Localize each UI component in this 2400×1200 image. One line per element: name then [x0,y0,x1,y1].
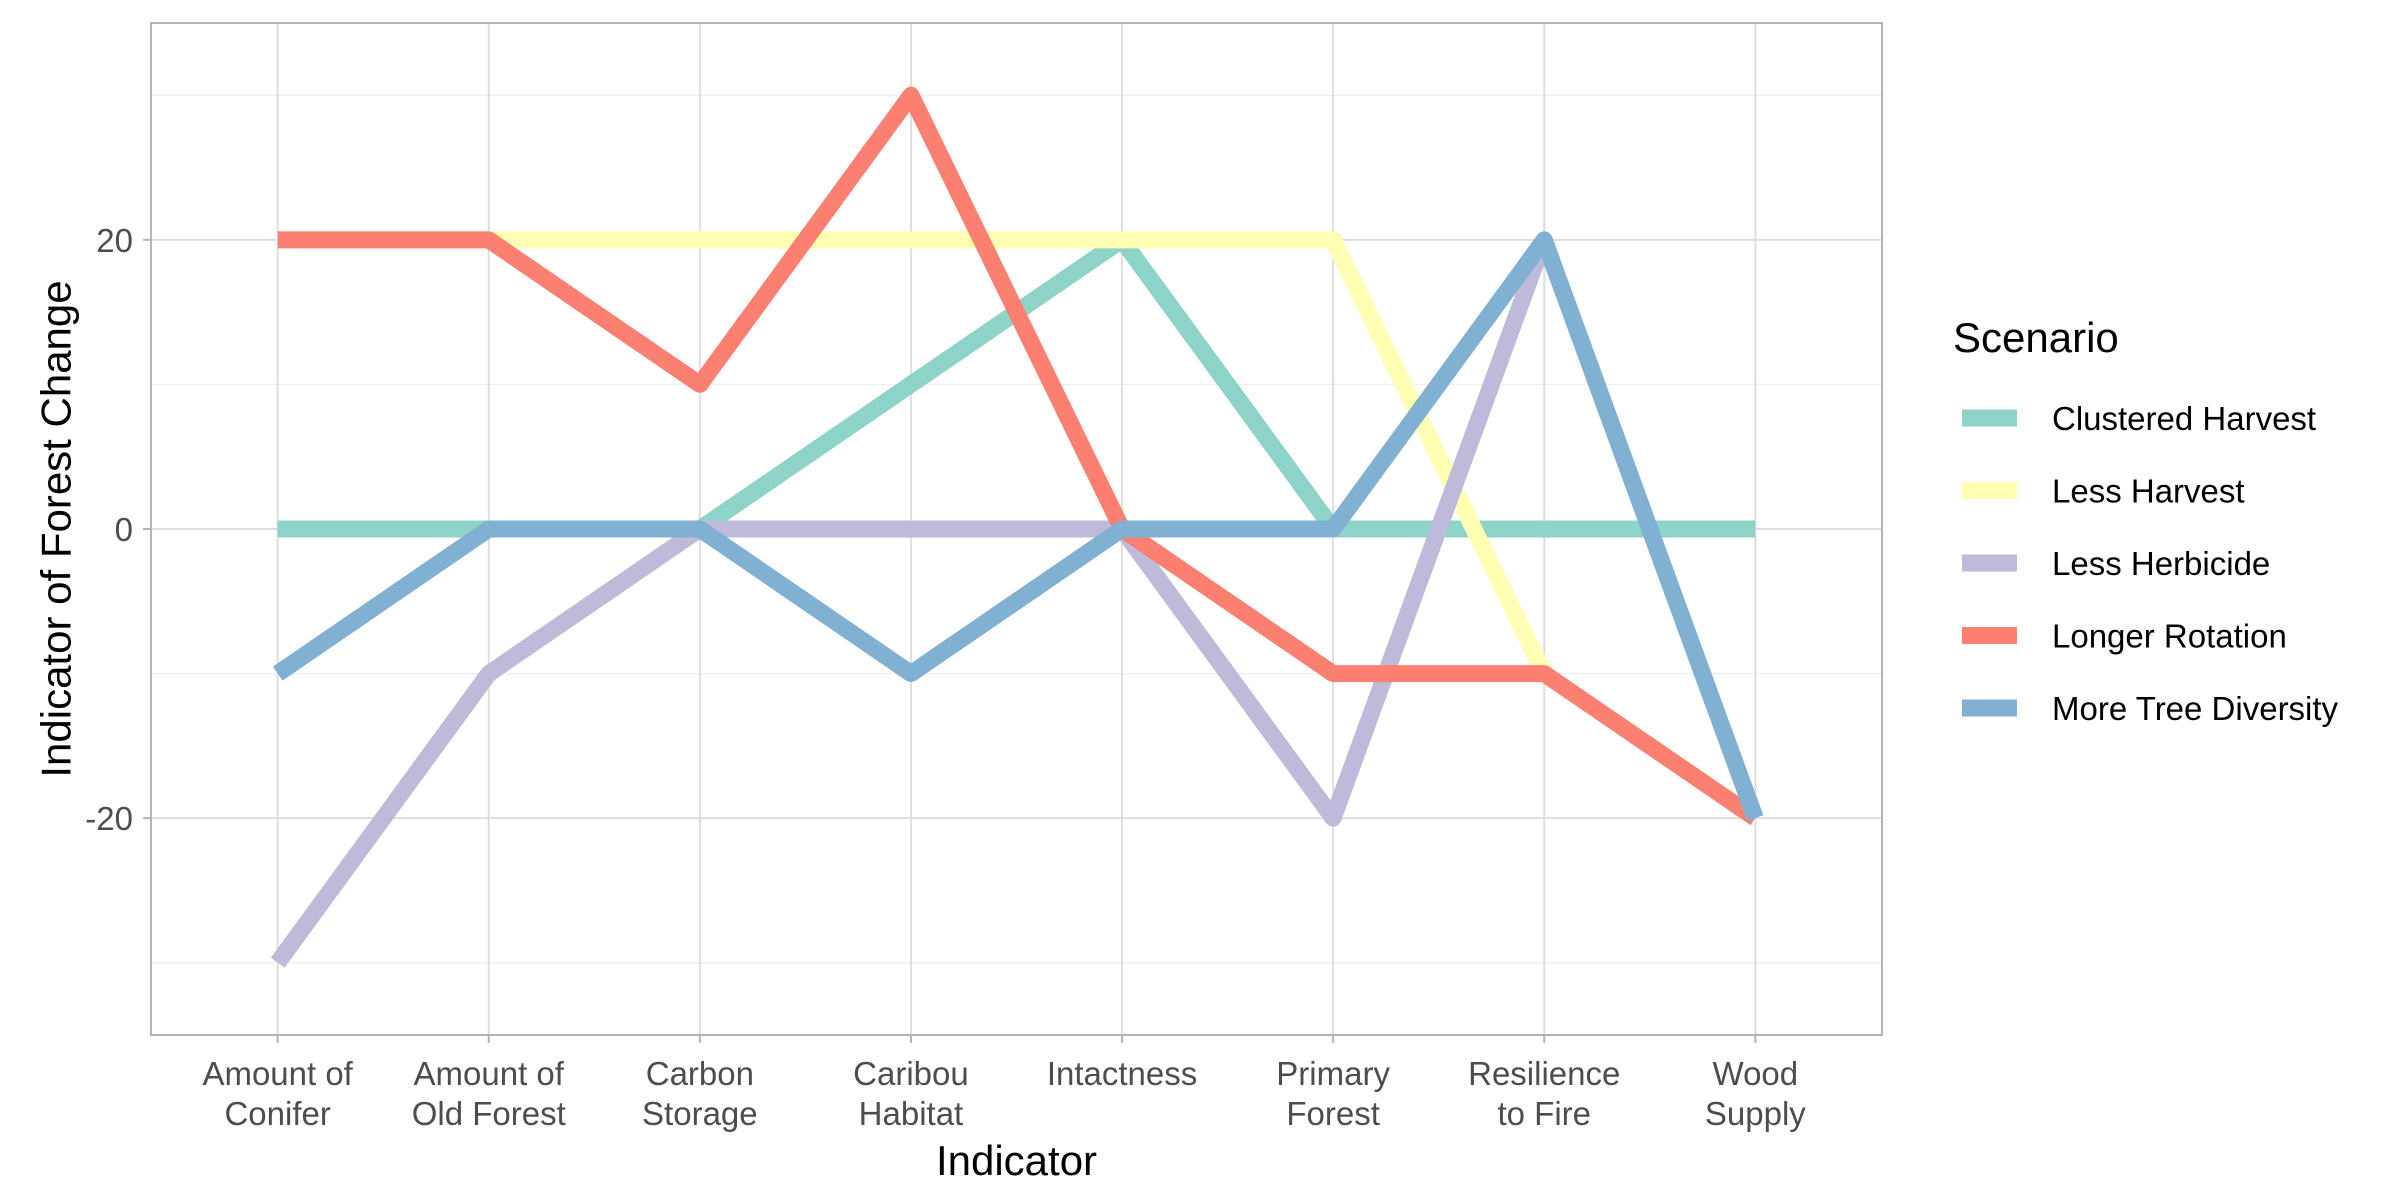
x-tick-label-line: to Fire [1497,1095,1591,1132]
y-tick-label: 20 [96,222,133,259]
series-line-less-harvest [277,231,1761,826]
x-tick-label-line: Primary [1276,1055,1390,1092]
x-tick-label: Intactness [1047,1055,1197,1092]
series-line-more-tree-diversity [272,231,1764,822]
series-line-longer-rotation [277,86,1761,826]
x-tick-label-line: Wood [1713,1055,1799,1092]
legend-label-longer-rotation: Longer Rotation [2052,618,2287,655]
series-lines [270,86,1764,968]
legend-label-clustered-harvest: Clustered Harvest [2052,400,2316,437]
legend-label-less-harvest: Less Harvest [2052,473,2245,510]
y-tick-label: -20 [85,800,133,837]
x-tick-label-line: Habitat [859,1095,964,1132]
x-tick-label-line: Storage [642,1095,758,1132]
x-tick-label-line: Amount of [414,1055,565,1092]
x-tick-label: Amount of Conifer [202,1055,353,1132]
x-tick-label: Primary Forest [1276,1055,1390,1132]
x-tick-label-line: Carbon [646,1055,754,1092]
x-tick-label-line: Forest [1286,1095,1380,1132]
x-tick-label: Resilience to Fire [1468,1055,1620,1132]
x-tick-label-line: Supply [1705,1095,1806,1132]
x-tick-label-line: Old Forest [412,1095,566,1132]
x-tick-label: Amount of Old Forest [412,1055,566,1132]
legend-label-more-tree-diversity: More Tree Diversity [2052,690,2339,727]
x-tick-label-line: Resilience [1468,1055,1620,1092]
y-axis-ticks: -20 0 20 [85,222,151,837]
x-tick-label-line: Intactness [1047,1055,1197,1092]
x-tick-label: Carbon Storage [642,1055,758,1132]
x-tick-label-line: Caribou [853,1055,969,1092]
y-axis-title: Indicator of Forest Change [33,280,80,777]
legend-label-less-herbicide: Less Herbicide [2052,545,2270,582]
x-tick-label: Caribou Habitat [853,1055,969,1132]
x-tick-label-line: Amount of [202,1055,353,1092]
x-axis-title: Indicator [936,1137,1097,1184]
y-tick-label: 0 [115,511,133,548]
legend: Scenario Clustered Harvest Less Harvest Le… [1953,314,2339,727]
x-tick-label-line: Conifer [224,1095,330,1132]
x-tick-label: Wood Supply [1705,1055,1806,1132]
series-line-less-herbicide [270,231,1764,968]
legend-title: Scenario [1953,314,2119,361]
